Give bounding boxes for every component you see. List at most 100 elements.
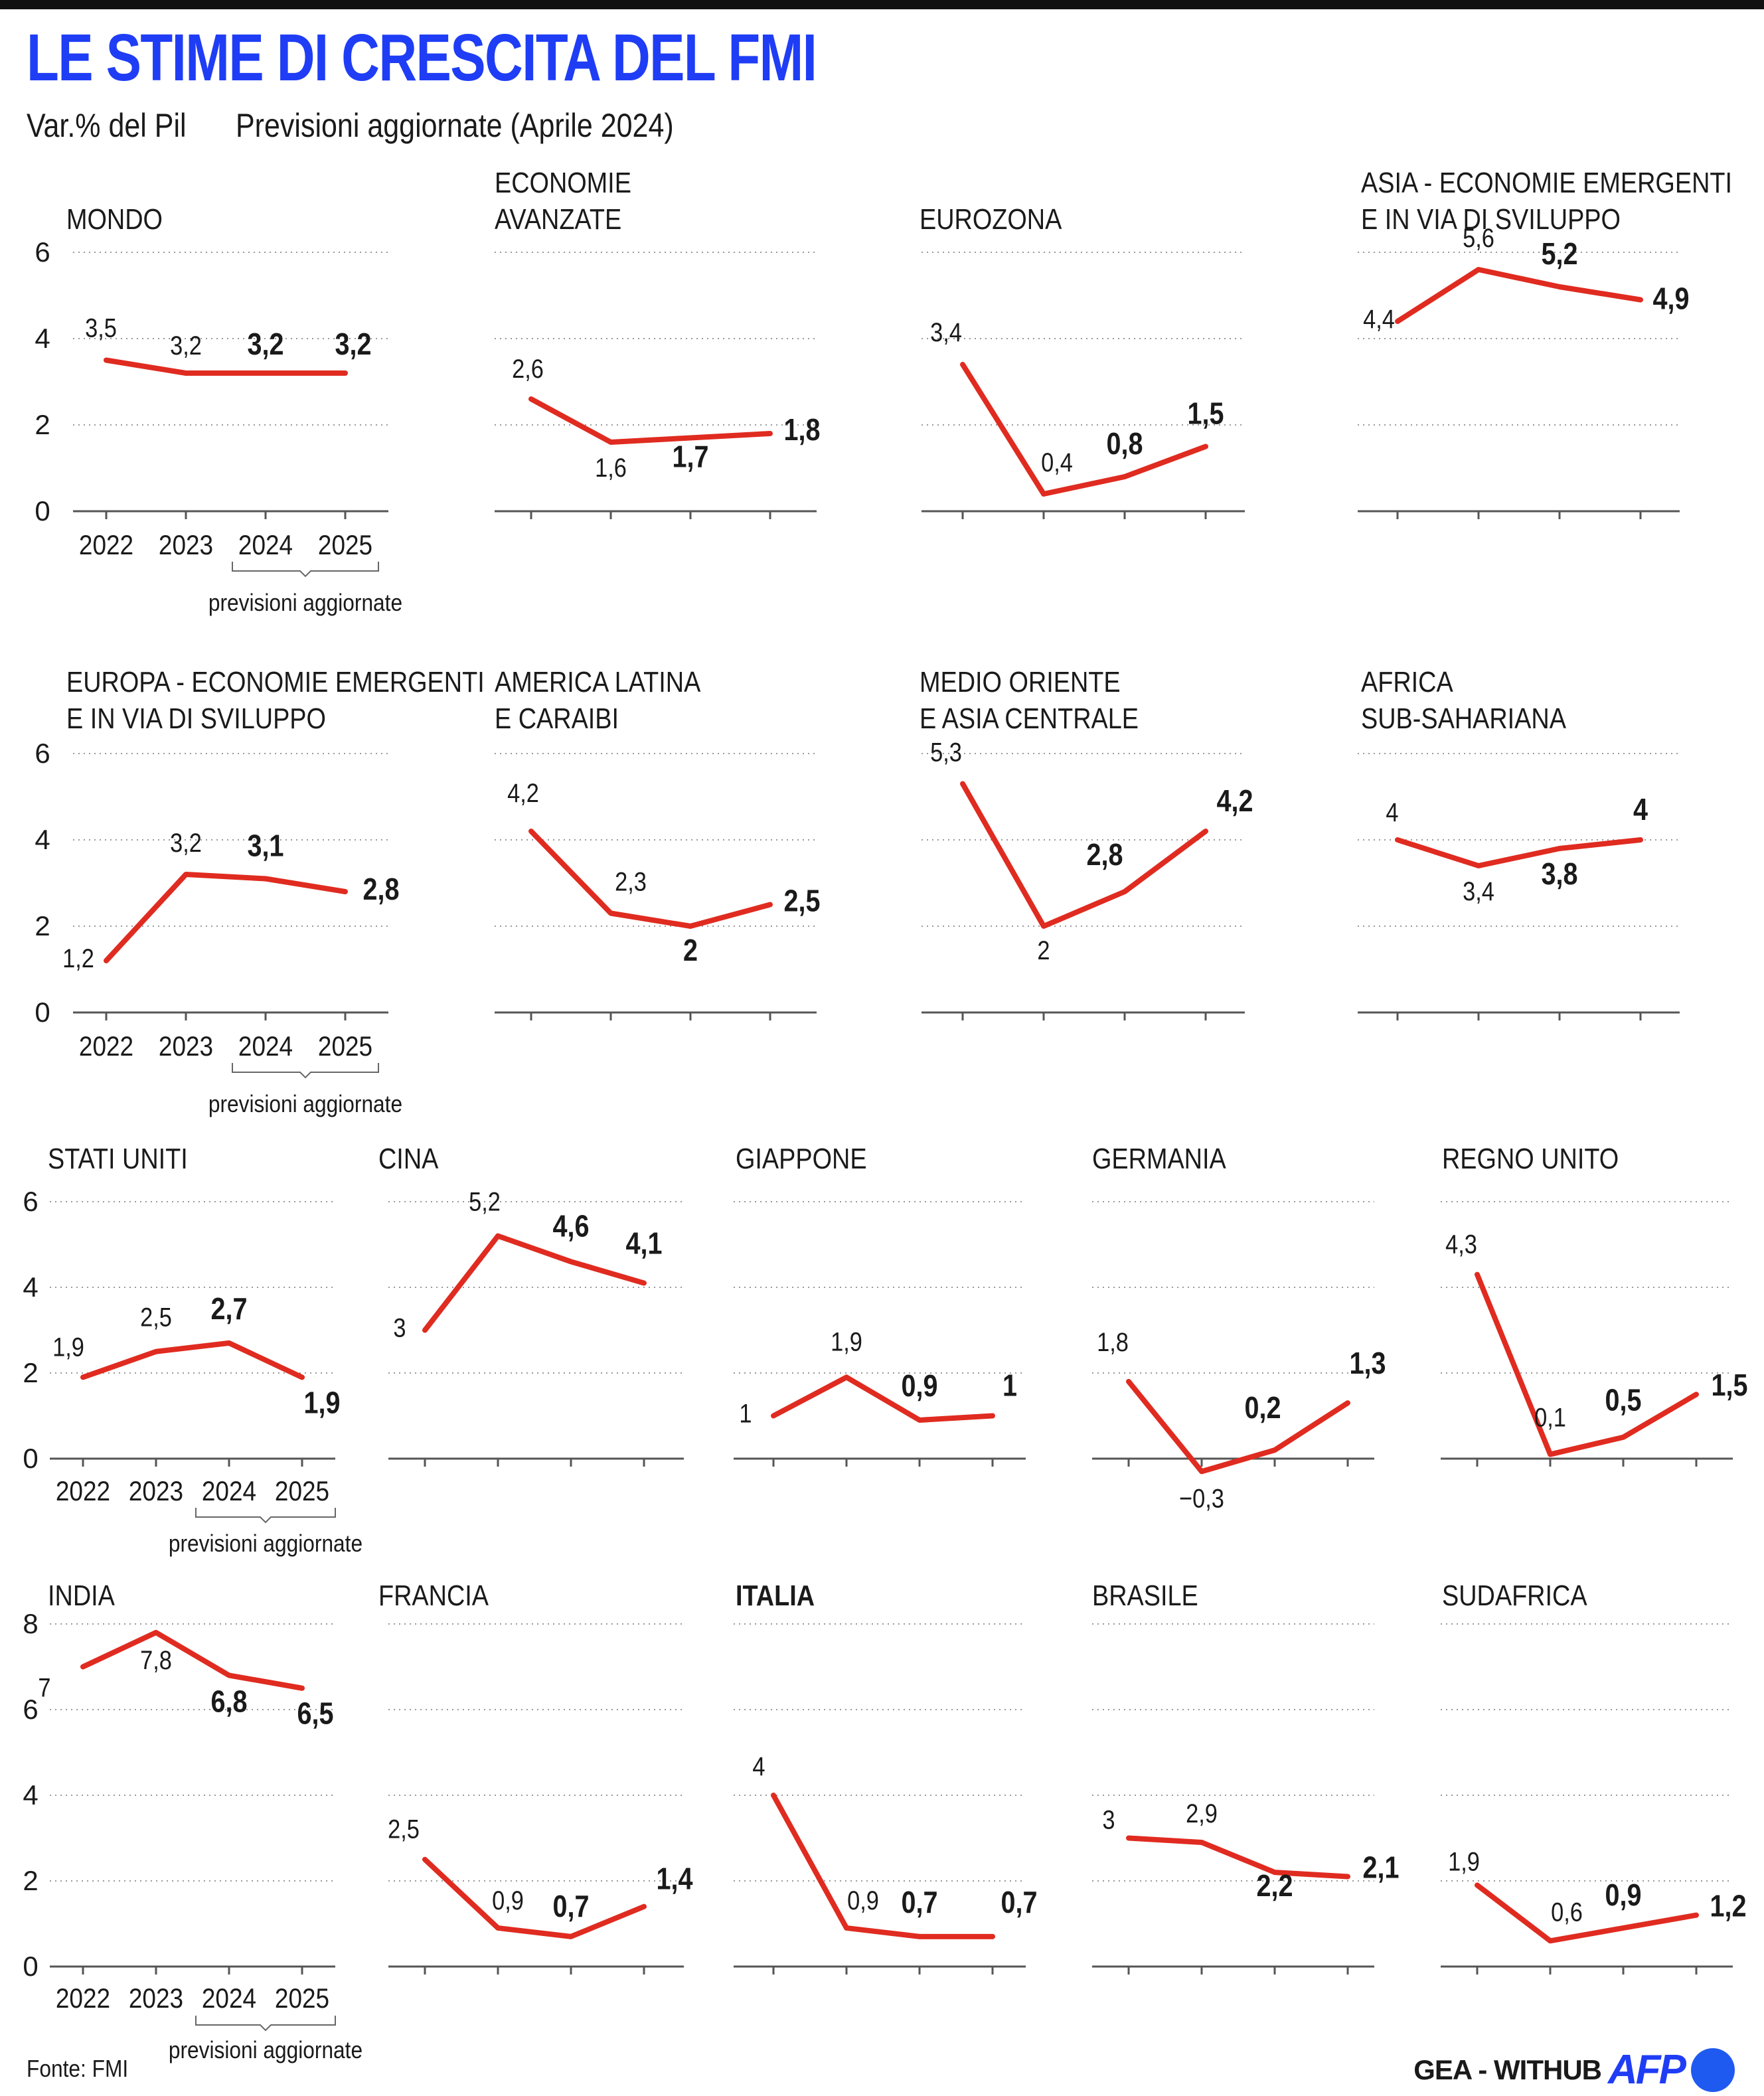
germania-title: GERMANIA bbox=[1092, 1142, 1226, 1174]
economie-avanzate-data-label: 1,7 bbox=[673, 440, 709, 474]
india-x-tick-label: 2025 bbox=[275, 1983, 329, 2014]
sudafrica-series-line bbox=[1475, 1882, 1699, 1944]
stati-uniti-forecast-label: previsioni aggiornate bbox=[169, 1530, 362, 1557]
giappone-data-label: 1 bbox=[1002, 1369, 1017, 1403]
india-forecast-bracket bbox=[195, 2016, 336, 2032]
subtitle-unit: Var.% del Pil bbox=[27, 107, 187, 144]
europa-economie-emergenti-e-in-via-di-sviluppo-x-tick-label: 2024 bbox=[238, 1031, 293, 1062]
regno-unito-data-label: 0,1 bbox=[1534, 1402, 1566, 1432]
america-latina-e-caraibi-title: AMERICA LATINA bbox=[495, 665, 701, 698]
mondo-y-tick-label: 4 bbox=[35, 323, 50, 354]
italia-title: ITALIA bbox=[736, 1579, 815, 1611]
europa-economie-emergenti-e-in-via-di-sviluppo-title: EUROPA - ECONOMIE EMERGENTI bbox=[66, 665, 485, 698]
cina-data-label: 3 bbox=[393, 1313, 406, 1342]
mondo-forecast-label: previsioni aggiornate bbox=[208, 590, 402, 616]
cina-title: CINA bbox=[378, 1142, 439, 1174]
india-series-line bbox=[80, 1629, 305, 1691]
francia-data-label: 0,7 bbox=[553, 1890, 590, 1923]
mondo-y-tick-label: 6 bbox=[35, 236, 50, 268]
stati-uniti-x-tick-label: 2023 bbox=[129, 1476, 183, 1507]
mondo-forecast-bracket bbox=[232, 562, 379, 578]
medio-oriente-e-asia-centrale-title: E ASIA CENTRALE bbox=[920, 702, 1139, 734]
italia-data-label: 4 bbox=[752, 1751, 765, 1781]
europa-economie-emergenti-e-in-via-di-sviluppo-y-tick-label: 2 bbox=[35, 910, 50, 941]
cina-data-label: 4,1 bbox=[626, 1227, 663, 1261]
asia-economie-emergenti-e-in-via-di-sviluppo-title: ASIA - ECONOMIE EMERGENTI bbox=[1361, 166, 1732, 199]
europa-economie-emergenti-e-in-via-di-sviluppo-forecast-label: previsioni aggiornate bbox=[208, 1091, 402, 1117]
africa-sub-sahariana-data-label: 4 bbox=[1386, 797, 1398, 827]
mondo-y-tick-label: 2 bbox=[35, 409, 50, 440]
francia-data-label: 0,9 bbox=[492, 1885, 524, 1915]
italia-series-line bbox=[771, 1793, 995, 1939]
stati-uniti-data-label: 2,5 bbox=[140, 1302, 172, 1332]
cina-data-label: 4,6 bbox=[553, 1210, 590, 1244]
stati-uniti-x-tick-label: 2022 bbox=[56, 1476, 110, 1507]
sudafrica-data-label: 1,2 bbox=[1710, 1890, 1747, 1923]
america-latina-e-caraibi-series-line bbox=[528, 829, 773, 929]
regno-unito-data-label: 4,3 bbox=[1445, 1229, 1477, 1259]
italia-data-label: 0,9 bbox=[847, 1885, 879, 1915]
stati-uniti-series-line bbox=[80, 1340, 305, 1380]
europa-economie-emergenti-e-in-via-di-sviluppo-data-label: 2,8 bbox=[363, 872, 400, 906]
asia-economie-emergenti-e-in-via-di-sviluppo-title: E IN VIA DI SVILUPPO bbox=[1361, 202, 1621, 235]
india-x-tick-label: 2022 bbox=[56, 1983, 110, 2014]
europa-economie-emergenti-e-in-via-di-sviluppo-y-tick-label: 6 bbox=[35, 738, 50, 769]
stati-uniti-y-tick-label: 0 bbox=[23, 1443, 38, 1474]
brasile-data-label: 2,9 bbox=[1186, 1798, 1218, 1828]
francia-series-line bbox=[422, 1856, 647, 1939]
asia-economie-emergenti-e-in-via-di-sviluppo-data-label: 5,2 bbox=[1542, 237, 1578, 271]
stati-uniti-data-label: 1,9 bbox=[304, 1386, 341, 1420]
francia-title: FRANCIA bbox=[378, 1579, 489, 1611]
europa-economie-emergenti-e-in-via-di-sviluppo-y-tick-label: 4 bbox=[35, 824, 50, 855]
italia-data-label: 0,7 bbox=[902, 1886, 938, 1919]
brasile-title: BRASILE bbox=[1092, 1579, 1198, 1611]
medio-oriente-e-asia-centrale-data-label: 4,2 bbox=[1217, 784, 1253, 818]
mondo-series-line bbox=[104, 357, 348, 376]
cina-series-line bbox=[422, 1233, 647, 1333]
giappone-series-line bbox=[771, 1374, 995, 1423]
sudafrica-data-label: 0,6 bbox=[1551, 1897, 1583, 1927]
africa-sub-sahariana-data-label: 3,8 bbox=[1542, 857, 1578, 891]
india-y-tick-label: 4 bbox=[23, 1779, 38, 1811]
europa-economie-emergenti-e-in-via-di-sviluppo-x-tick-label: 2025 bbox=[318, 1031, 372, 1062]
mondo-x-tick-label: 2023 bbox=[159, 530, 213, 561]
india-y-tick-label: 0 bbox=[23, 1951, 38, 1982]
europa-economie-emergenti-e-in-via-di-sviluppo-data-label: 1,2 bbox=[62, 943, 94, 973]
america-latina-e-caraibi-title: E CARAIBI bbox=[495, 702, 619, 734]
medio-oriente-e-asia-centrale-title: MEDIO ORIENTE bbox=[920, 665, 1121, 698]
asia-economie-emergenti-e-in-via-di-sviluppo-data-label: 4,9 bbox=[1653, 282, 1690, 316]
stati-uniti-title: STATI UNITI bbox=[48, 1142, 188, 1174]
brasile-data-label: 2,1 bbox=[1363, 1851, 1400, 1885]
regno-unito-series-line bbox=[1475, 1271, 1699, 1457]
afp-logo: AFP bbox=[1608, 2047, 1686, 2093]
europa-economie-emergenti-e-in-via-di-sviluppo-data-label: 3,2 bbox=[170, 828, 202, 858]
mondo-x-tick-label: 2024 bbox=[238, 530, 293, 561]
mondo-x-tick-label: 2022 bbox=[79, 530, 133, 561]
economie-avanzate-data-label: 2,6 bbox=[512, 354, 544, 384]
africa-sub-sahariana-title: AFRICA bbox=[1361, 665, 1453, 698]
eurozona-title: EUROZONA bbox=[920, 202, 1062, 235]
mondo-data-label: 3,2 bbox=[248, 327, 284, 361]
america-latina-e-caraibi-data-label: 2 bbox=[683, 933, 698, 967]
mondo-data-label: 3,2 bbox=[335, 327, 372, 361]
brasile-data-label: 2,2 bbox=[1257, 1869, 1293, 1903]
subtitle-forecast: Previsioni aggiornate (Aprile 2024) bbox=[236, 107, 674, 144]
cina-data-label: 5,2 bbox=[469, 1186, 501, 1216]
asia-economie-emergenti-e-in-via-di-sviluppo-series-line bbox=[1395, 267, 1643, 324]
source-note: Fonte: FMI bbox=[27, 2055, 129, 2082]
afp-logo-dot-icon bbox=[1691, 2048, 1735, 2092]
francia-data-label: 1,4 bbox=[657, 1862, 693, 1896]
stati-uniti-data-label: 2,7 bbox=[211, 1292, 248, 1326]
india-y-tick-label: 8 bbox=[23, 1608, 38, 1639]
giappone-title: GIAPPONE bbox=[736, 1142, 867, 1174]
india-title: INDIA bbox=[48, 1579, 115, 1611]
economie-avanzate-data-label: 1,8 bbox=[784, 413, 821, 447]
credit-text: GEA - WITHUB bbox=[1413, 2054, 1602, 2085]
top-bar bbox=[0, 0, 1764, 9]
eurozona-data-label: 0,8 bbox=[1107, 427, 1143, 461]
francia-data-label: 2,5 bbox=[388, 1814, 420, 1844]
india-data-label: 6,5 bbox=[297, 1697, 334, 1731]
europa-economie-emergenti-e-in-via-di-sviluppo-y-tick-label: 0 bbox=[35, 997, 50, 1028]
brasile-data-label: 3 bbox=[1102, 1805, 1115, 1834]
